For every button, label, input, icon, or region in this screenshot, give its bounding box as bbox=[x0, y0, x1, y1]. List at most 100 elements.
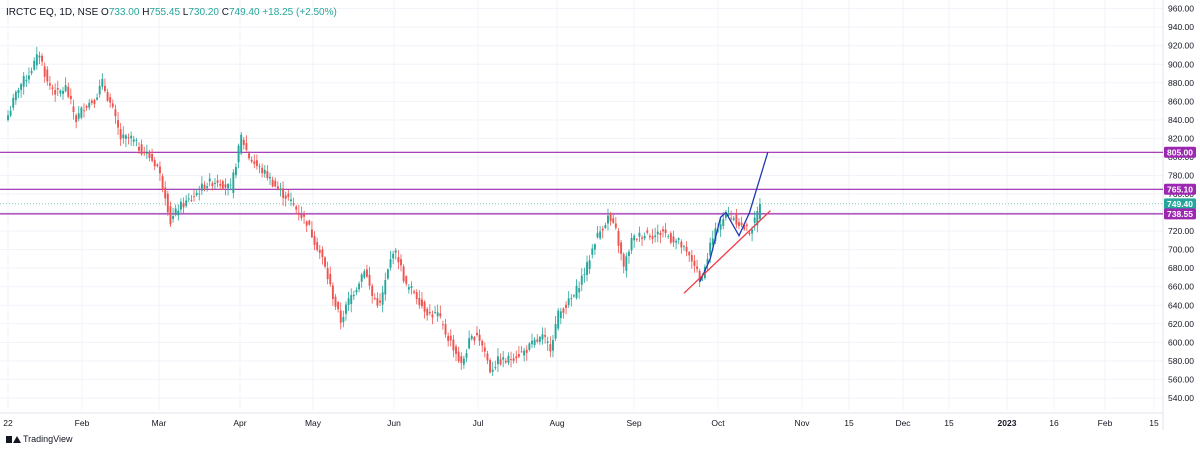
y-tick-label: 780.00 bbox=[1168, 170, 1194, 180]
candle-body bbox=[206, 186, 209, 189]
y-tick-label: 680.00 bbox=[1168, 263, 1194, 273]
candle-body bbox=[520, 351, 523, 353]
x-tick-label: Jun bbox=[387, 418, 401, 428]
candle-body bbox=[276, 186, 279, 190]
candle-body bbox=[625, 256, 628, 271]
low-value: 730.20 bbox=[188, 7, 219, 18]
candle-body bbox=[318, 250, 321, 253]
candle-body bbox=[457, 351, 460, 362]
candle-body bbox=[656, 231, 659, 235]
candle-body bbox=[410, 286, 413, 288]
x-tick-label: 15 bbox=[844, 418, 854, 428]
y-tick-label: 900.00 bbox=[1168, 59, 1194, 69]
candle-body bbox=[627, 251, 630, 256]
candle-body bbox=[198, 193, 201, 195]
candle-body bbox=[324, 257, 326, 267]
candle-body bbox=[392, 253, 395, 259]
candle-body bbox=[698, 271, 701, 281]
y-tick-label: 700.00 bbox=[1168, 245, 1194, 255]
candle-body bbox=[460, 356, 463, 363]
candle-body bbox=[282, 188, 285, 198]
candle-body bbox=[499, 359, 502, 365]
candle-body bbox=[284, 195, 287, 199]
candle-body bbox=[389, 259, 392, 268]
x-tick-label: Dec bbox=[895, 418, 911, 428]
candle-body bbox=[727, 214, 730, 216]
change-value: +18.25 (+2.50%) bbox=[262, 7, 337, 18]
candle-body bbox=[667, 235, 670, 237]
y-tick-label: 660.00 bbox=[1168, 282, 1194, 292]
candle-body bbox=[641, 237, 643, 239]
candle-body bbox=[48, 83, 51, 86]
candle-body bbox=[227, 184, 230, 189]
y-tick-label: 820.00 bbox=[1168, 133, 1194, 143]
candle-body bbox=[544, 335, 547, 337]
candle-body bbox=[510, 359, 512, 361]
candle-body bbox=[431, 314, 434, 318]
candle-body bbox=[541, 334, 544, 340]
candle-body bbox=[255, 160, 258, 167]
candle-body bbox=[339, 310, 342, 323]
candle-body bbox=[381, 292, 384, 305]
candle-body bbox=[130, 135, 133, 139]
candle-body bbox=[675, 240, 678, 243]
candle-body bbox=[143, 152, 146, 154]
candle-body bbox=[62, 90, 64, 94]
candle-body bbox=[290, 199, 292, 202]
candle-body bbox=[208, 178, 211, 182]
tradingview-branding[interactable]: TradingView bbox=[6, 434, 73, 444]
x-tick-label: May bbox=[305, 418, 322, 428]
candle-body bbox=[240, 134, 243, 154]
candle-body bbox=[415, 292, 418, 299]
candle-body bbox=[557, 310, 560, 329]
candle-body bbox=[434, 312, 437, 313]
candle-body bbox=[599, 231, 602, 239]
candle-body bbox=[90, 100, 93, 103]
candle-body bbox=[473, 337, 476, 341]
candle-body bbox=[122, 134, 125, 139]
x-tick-label: Apr bbox=[233, 418, 246, 428]
candle-body bbox=[7, 115, 9, 120]
candle-body bbox=[601, 228, 604, 231]
candle-body bbox=[350, 295, 353, 305]
candle-body bbox=[580, 275, 583, 285]
candle-body bbox=[258, 166, 261, 168]
candle-body bbox=[347, 298, 350, 305]
candle-body bbox=[496, 356, 499, 365]
candle-body bbox=[172, 216, 175, 219]
candle-body bbox=[80, 107, 83, 118]
candle-body bbox=[151, 154, 154, 161]
candle-body bbox=[651, 236, 654, 239]
candle-body bbox=[683, 246, 685, 248]
candle-body bbox=[428, 311, 431, 314]
candle-body bbox=[14, 91, 17, 101]
candle-body bbox=[531, 340, 533, 345]
candle-body bbox=[444, 324, 447, 335]
candle-body bbox=[145, 152, 148, 154]
candle-body bbox=[88, 102, 91, 108]
candle-body bbox=[719, 224, 722, 230]
candle-body bbox=[363, 271, 366, 278]
price-axis-label-text: 765.10 bbox=[1167, 184, 1193, 194]
candle-body bbox=[373, 297, 376, 299]
candle-body bbox=[174, 208, 177, 215]
x-tick-label: Feb bbox=[1098, 418, 1113, 428]
candle-body bbox=[334, 296, 337, 307]
candle-body bbox=[140, 144, 143, 155]
candle-body bbox=[559, 311, 562, 319]
candle-body bbox=[536, 339, 539, 342]
candle-body bbox=[164, 187, 167, 199]
candle-body bbox=[630, 237, 633, 251]
candle-body bbox=[575, 285, 578, 298]
candle-body bbox=[517, 354, 520, 357]
candle-body bbox=[407, 287, 410, 290]
candle-body bbox=[758, 203, 761, 220]
candle-body bbox=[711, 238, 714, 245]
candle-body bbox=[64, 85, 67, 92]
candle-body bbox=[101, 78, 104, 87]
candle-body bbox=[512, 358, 515, 361]
candle-body bbox=[310, 229, 313, 238]
candle-body bbox=[483, 347, 486, 352]
candle-body bbox=[185, 200, 188, 206]
